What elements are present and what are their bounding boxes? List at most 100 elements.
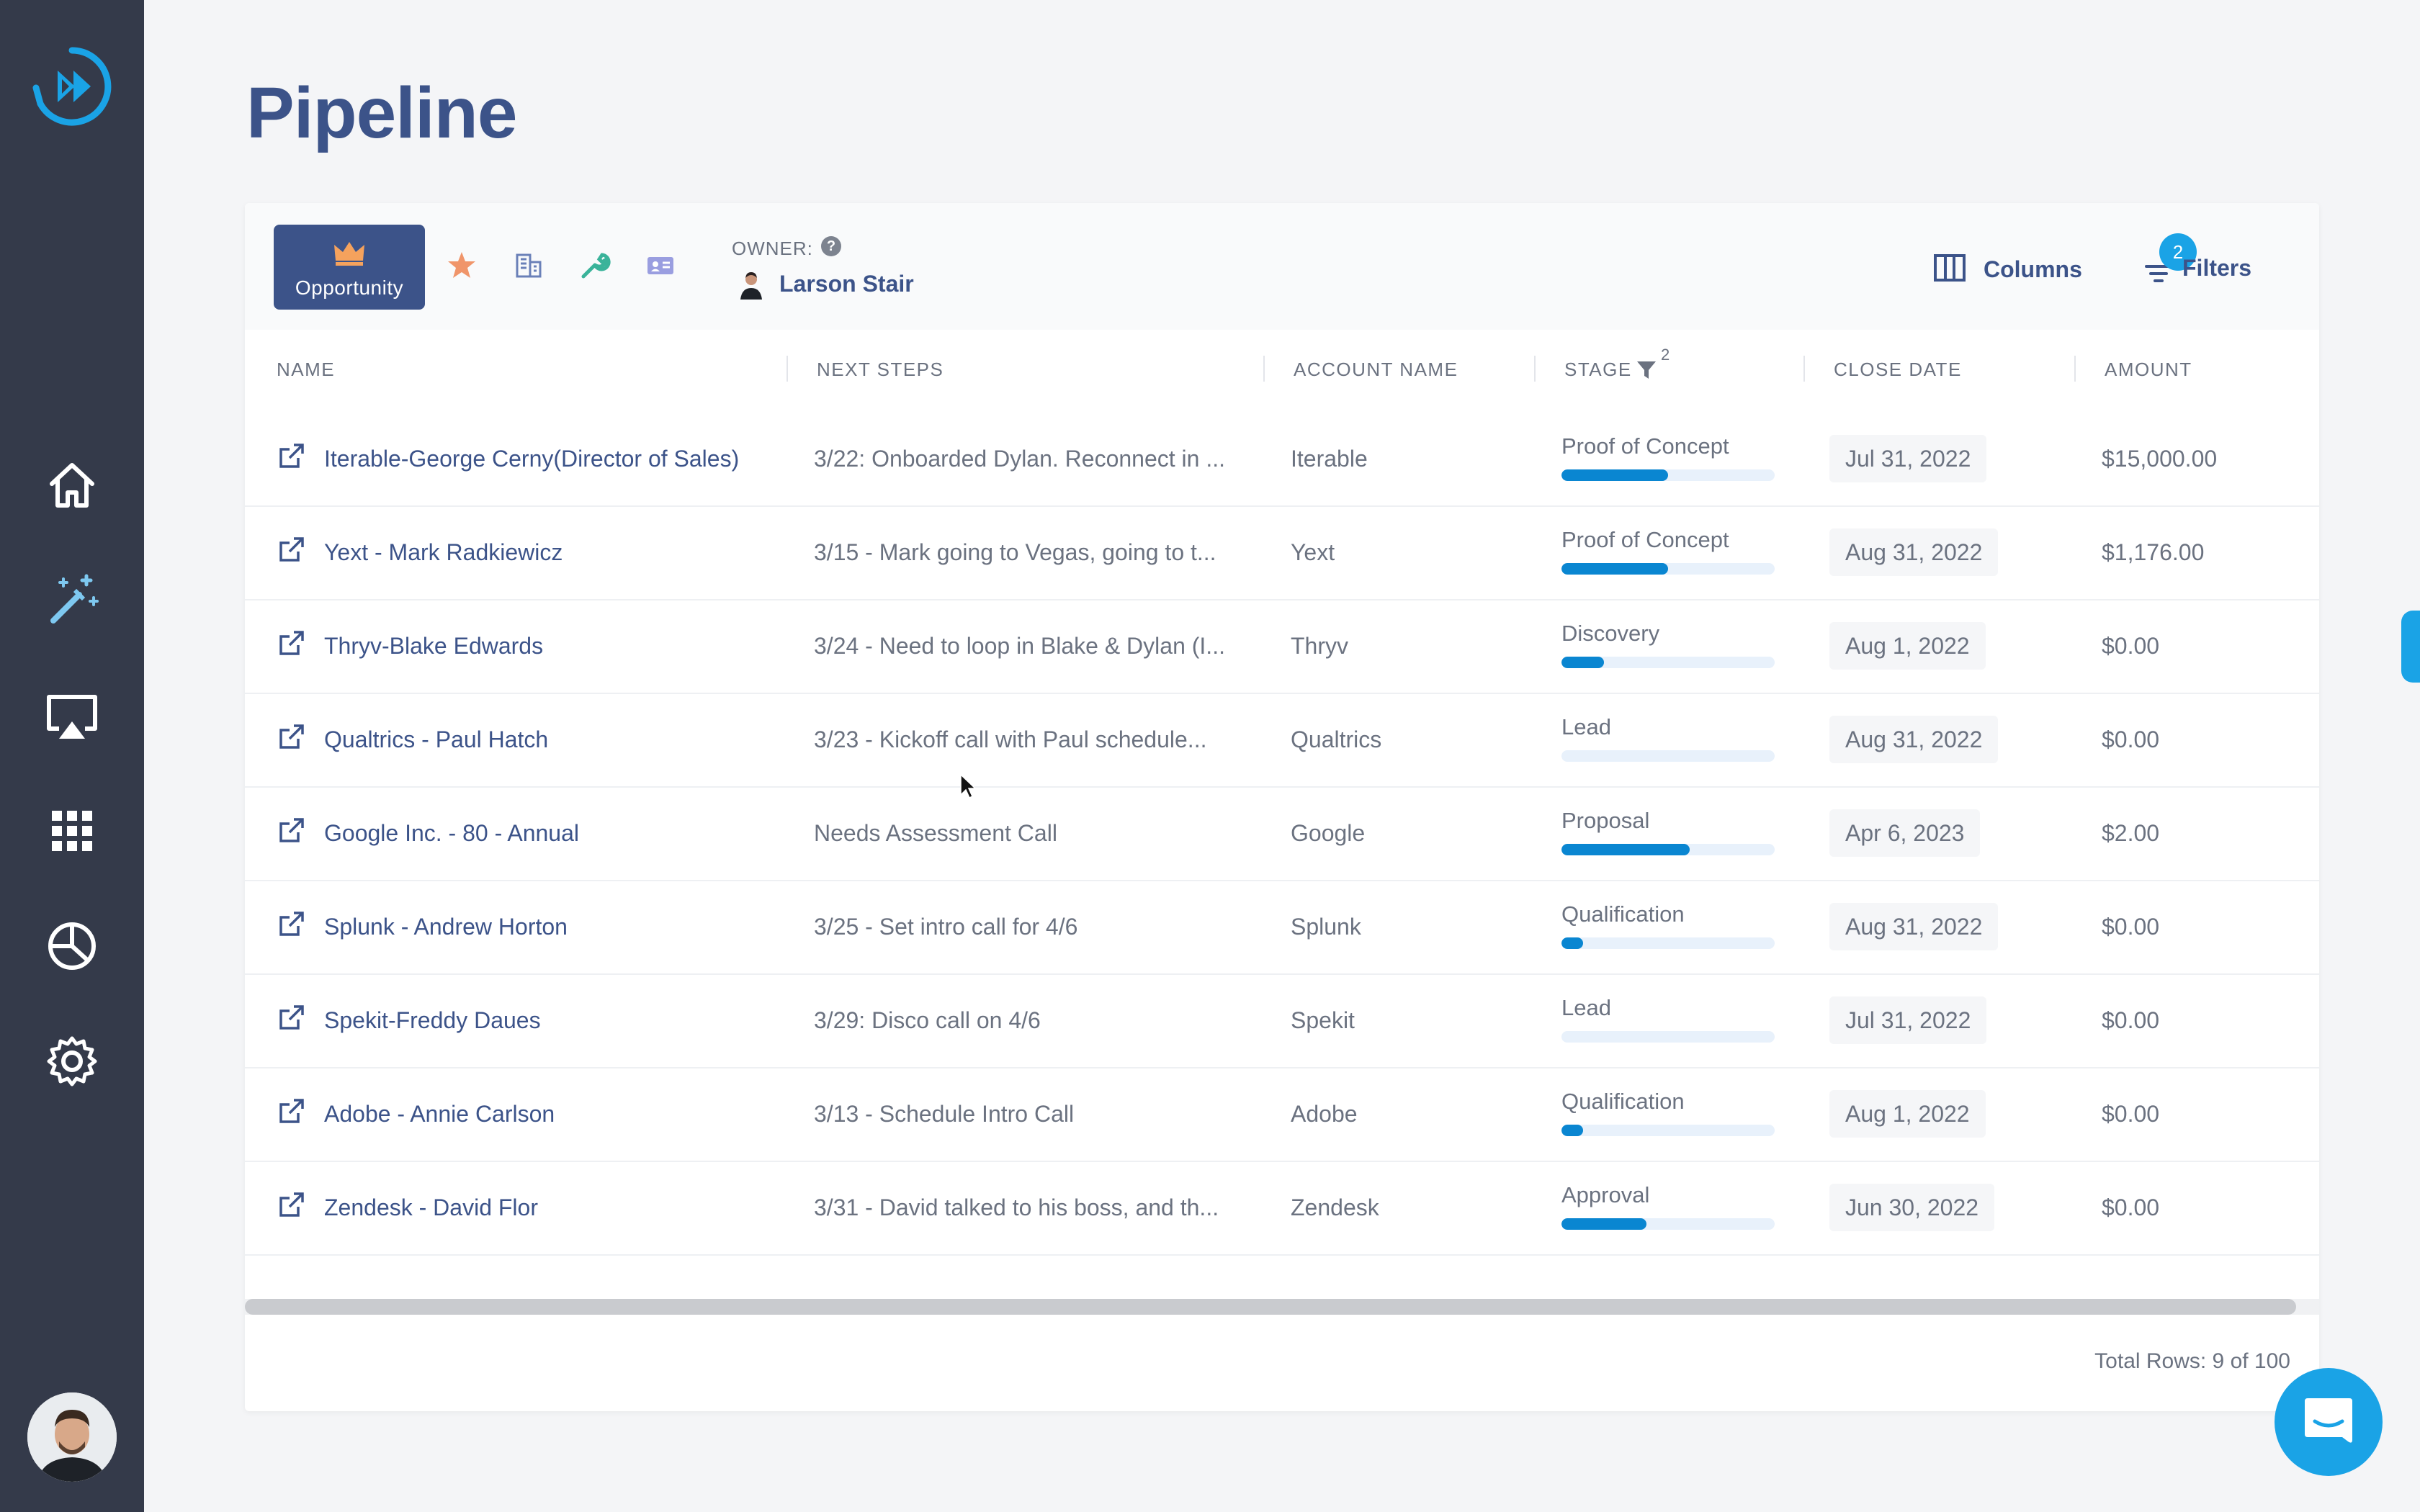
- table-row[interactable]: Qualtrics - Paul Hatch 3/23 - Kickoff cal…: [245, 693, 2319, 788]
- table-row[interactable]: Thryv-Blake Edwards 3/24 - Need to loop i…: [245, 599, 2319, 694]
- stage-progress-fill: [1561, 937, 1583, 949]
- apps-grid-icon[interactable]: [42, 801, 102, 861]
- stage-label: Lead: [1561, 714, 1611, 739]
- side-drawer-tab[interactable]: [2401, 611, 2420, 683]
- close-date-cell[interactable]: Jun 30, 2022: [1829, 1184, 1995, 1231]
- owner-name[interactable]: Larson Stair: [779, 271, 914, 297]
- next-steps-cell: 3/29: Disco call on 4/6: [814, 1007, 1041, 1033]
- close-date-cell[interactable]: Aug 1, 2022: [1829, 622, 1986, 670]
- table-row[interactable]: Yext - Mark Radkiewicz 3/15 - Mark going …: [245, 505, 2319, 600]
- stage-progress-bar: [1561, 937, 1775, 949]
- table-row[interactable]: Iterable-George Cerny(Director of Sales)…: [245, 412, 2319, 507]
- chat-button[interactable]: [2275, 1368, 2383, 1476]
- amount-cell: $15,000.00: [2102, 446, 2218, 472]
- stage-progress-fill: [1561, 1218, 1646, 1230]
- building-icon[interactable]: [511, 249, 544, 282]
- table-row[interactable]: Adobe - Annie Carlson 3/13 - Schedule Int…: [245, 1067, 2319, 1162]
- table-row[interactable]: Spekit-Freddy Daues 3/29: Disco call on 4…: [245, 973, 2319, 1068]
- amount-cell: $1,176.00: [2102, 539, 2205, 565]
- external-link-icon[interactable]: [275, 721, 307, 753]
- user-avatar[interactable]: [27, 1392, 117, 1482]
- stage-label: Lead: [1561, 995, 1611, 1020]
- opportunity-name-link[interactable]: Thryv-Blake Edwards: [324, 633, 544, 659]
- column-header-next-steps[interactable]: NEXT STEPS: [817, 359, 944, 380]
- next-steps-cell: 3/31 - David talked to his boss, and th.…: [814, 1194, 1219, 1220]
- opportunity-name-link[interactable]: Adobe - Annie Carlson: [324, 1101, 555, 1127]
- star-person-icon[interactable]: [445, 249, 478, 282]
- next-steps-cell: 3/15 - Mark going to Vegas, going to t..…: [814, 539, 1216, 565]
- external-link-icon[interactable]: [275, 1189, 307, 1221]
- stage-progress-fill: [1561, 469, 1668, 481]
- external-link-icon[interactable]: [275, 441, 307, 472]
- column-header-amount[interactable]: AMOUNT: [2105, 359, 2192, 380]
- app-logo[interactable]: [30, 45, 114, 128]
- stage-progress-fill: [1561, 1125, 1583, 1136]
- magic-wand-icon[interactable]: [42, 569, 102, 629]
- column-resizer[interactable]: [1803, 356, 1805, 382]
- filter-icon[interactable]: [1635, 359, 1658, 382]
- close-date-cell[interactable]: Apr 6, 2023: [1829, 809, 1981, 857]
- column-header-name[interactable]: NAME: [277, 359, 336, 380]
- stage-progress-bar: [1561, 1218, 1775, 1230]
- opportunity-name-link[interactable]: Spekit-Freddy Daues: [324, 1007, 541, 1033]
- total-rows: Total Rows: 9 of 100: [2094, 1349, 2290, 1373]
- external-link-icon[interactable]: [275, 909, 307, 940]
- external-link-icon[interactable]: [275, 815, 307, 847]
- column-resizer[interactable]: [2074, 356, 2076, 382]
- opportunity-name-link[interactable]: Zendesk - David Flor: [324, 1194, 538, 1220]
- close-date-cell[interactable]: Aug 31, 2022: [1829, 716, 1999, 763]
- stage-label: Approval: [1561, 1182, 1650, 1207]
- stage-label: Proof of Concept: [1561, 527, 1729, 552]
- opportunity-name-link[interactable]: Qualtrics - Paul Hatch: [324, 726, 549, 752]
- wrench-icon[interactable]: [578, 249, 611, 282]
- pipeline-card: Opportunity OWNER: ?: [245, 203, 2319, 1411]
- table-row[interactable]: Zendesk - David Flor 3/31 - David talked …: [245, 1161, 2319, 1256]
- presentation-icon[interactable]: [42, 687, 102, 747]
- help-icon[interactable]: ?: [821, 236, 841, 256]
- close-date-cell[interactable]: Aug 31, 2022: [1829, 903, 1999, 950]
- stage-label: Qualification: [1561, 901, 1685, 927]
- scrollbar-thumb[interactable]: [245, 1299, 2296, 1315]
- next-steps-cell: 3/25 - Set intro call for 4/6: [814, 914, 1078, 940]
- external-link-icon[interactable]: [275, 1096, 307, 1128]
- column-header-close-date[interactable]: CLOSE DATE: [1834, 359, 1962, 380]
- stage-progress-fill: [1561, 844, 1690, 855]
- stage-progress-fill: [1561, 657, 1604, 668]
- amount-cell: $0.00: [2102, 726, 2160, 752]
- opportunity-name-link[interactable]: Splunk - Andrew Horton: [324, 914, 568, 940]
- column-resizer[interactable]: [786, 356, 788, 382]
- external-link-icon[interactable]: [275, 628, 307, 660]
- horizontal-scrollbar[interactable]: [245, 1299, 2319, 1315]
- home-icon[interactable]: [42, 455, 102, 516]
- pie-chart-icon[interactable]: [42, 916, 102, 976]
- stage-progress-bar: [1561, 1125, 1775, 1136]
- external-link-icon[interactable]: [275, 534, 307, 566]
- mouse-cursor-icon: [960, 773, 977, 799]
- toolbar: Opportunity OWNER: ?: [245, 203, 2319, 330]
- column-header-stage[interactable]: STAGE: [1564, 359, 1632, 380]
- column-header-account-name[interactable]: ACCOUNT NAME: [1294, 359, 1458, 380]
- stage-label: Qualification: [1561, 1089, 1685, 1114]
- account-name-cell: Qualtrics: [1291, 726, 1382, 752]
- tab-opportunity[interactable]: Opportunity: [274, 225, 425, 310]
- column-resizer[interactable]: [1534, 356, 1536, 382]
- opportunity-name-link[interactable]: Google Inc. - 80 - Annual: [324, 820, 579, 846]
- next-steps-cell: 3/13 - Schedule Intro Call: [814, 1101, 1075, 1127]
- close-date-cell[interactable]: Jul 31, 2022: [1829, 435, 1987, 482]
- gear-icon[interactable]: [42, 1031, 102, 1092]
- next-steps-cell: 3/23 - Kickoff call with Paul schedule..…: [814, 726, 1207, 752]
- opportunity-name-link[interactable]: Yext - Mark Radkiewicz: [324, 539, 563, 565]
- close-date-cell[interactable]: Jul 31, 2022: [1829, 996, 1987, 1044]
- contact-card-icon[interactable]: [644, 249, 677, 282]
- opportunity-name-link[interactable]: Iterable-George Cerny(Director of Sales): [324, 446, 740, 472]
- column-resizer[interactable]: [1263, 356, 1265, 382]
- account-name-cell: Splunk: [1291, 914, 1361, 940]
- table-row[interactable]: Google Inc. - 80 - Annual Needs Assessmen…: [245, 786, 2319, 881]
- close-date-cell[interactable]: Aug 1, 2022: [1829, 1090, 1986, 1138]
- close-date-cell[interactable]: Aug 31, 2022: [1829, 528, 1999, 576]
- amount-cell: $0.00: [2102, 1007, 2160, 1033]
- owner-label: OWNER:: [732, 238, 813, 259]
- sidebar: [0, 0, 144, 1512]
- external-link-icon[interactable]: [275, 1002, 307, 1034]
- table-row[interactable]: Splunk - Andrew Horton 3/25 - Set intro c…: [245, 880, 2319, 975]
